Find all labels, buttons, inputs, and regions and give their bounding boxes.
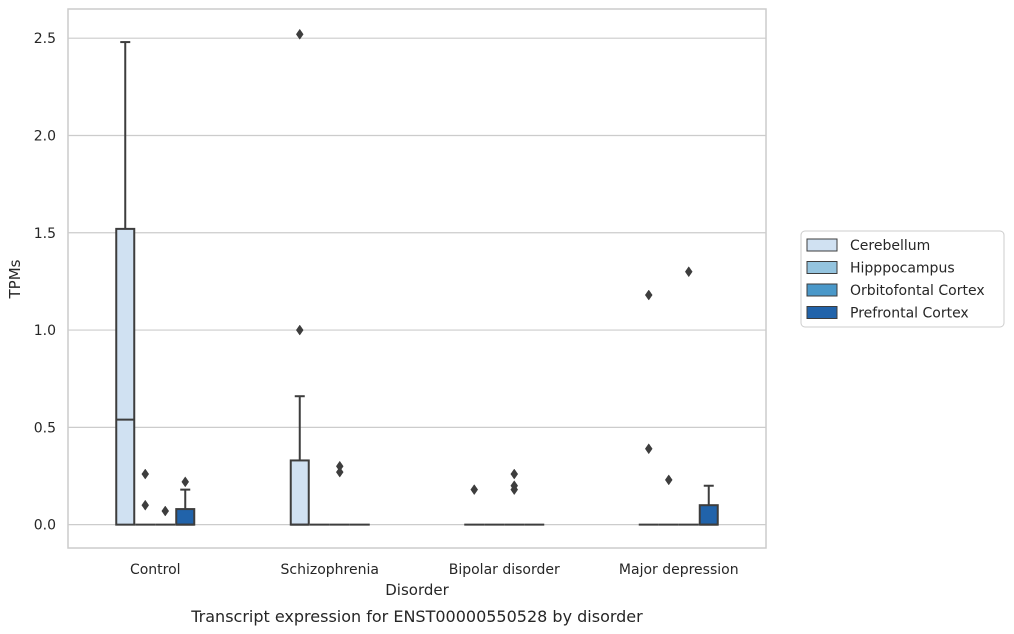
y-tick-label: 0.5 — [34, 420, 56, 436]
outlier-point — [470, 484, 479, 496]
box-3-0 — [175, 476, 196, 526]
outlier-point — [335, 466, 344, 478]
box-body — [698, 504, 719, 526]
chart-caption: Transcript expression for ENST0000055052… — [190, 607, 643, 626]
legend-swatch — [806, 306, 838, 319]
y-tick-label: 1.5 — [34, 226, 56, 242]
box-body — [115, 227, 136, 526]
box-2-1 — [329, 460, 350, 526]
outlier-point — [141, 499, 150, 511]
outlier-point — [664, 474, 673, 486]
outlier-point — [510, 480, 519, 492]
legend-label: Hipppocampus — [850, 261, 955, 277]
x-tick-label: Control — [130, 562, 181, 578]
box-body — [289, 459, 310, 526]
outlier-point — [335, 460, 344, 472]
outlier-point — [161, 505, 170, 517]
y-tick-label: 2.5 — [34, 31, 56, 47]
legend-label: Orbitofontal Cortex — [850, 283, 985, 299]
y-axis-label: TPMs — [6, 259, 24, 299]
outlier-point — [295, 324, 304, 336]
plot-frame — [67, 8, 767, 549]
outlier-point — [295, 28, 304, 40]
y-tick-labels: 0.0 0.5 1.0 1.5 2.0 2.5 — [34, 31, 56, 533]
x-tick-label: Schizophrenia — [281, 562, 379, 578]
box-body — [175, 508, 196, 526]
legend-swatch — [806, 261, 838, 274]
y-tick-label: 2.0 — [34, 128, 56, 144]
x-tick-label: Bipolar disorder — [449, 562, 560, 578]
box-1-3 — [658, 474, 679, 526]
box-2-0 — [155, 505, 176, 526]
outlier-point — [644, 289, 653, 301]
legend-label: Prefrontal Cortex — [850, 306, 969, 322]
plot-background — [68, 9, 766, 548]
box-2-3 — [678, 266, 699, 526]
box-0-3 — [638, 289, 659, 526]
box-2-2 — [504, 468, 525, 526]
boxes-layer — [115, 28, 719, 526]
box-0-0 — [115, 41, 136, 526]
outlier-point — [181, 476, 190, 488]
box-1-0 — [135, 468, 156, 526]
x-tick-labels: Control Schizophrenia Bipolar disorder Majo… — [130, 562, 739, 578]
outlier-point — [141, 468, 150, 480]
legend-swatch — [806, 238, 838, 252]
outlier-point — [510, 468, 519, 480]
box-3-3 — [698, 484, 719, 526]
legend: Cerebellum Hipppocampus Orbitofontal Corte… — [800, 230, 1005, 328]
box-0-2 — [464, 484, 485, 526]
outlier-point — [684, 266, 693, 278]
y-tick-label: 0.0 — [34, 518, 56, 534]
box-0-1 — [289, 28, 310, 526]
outlier-point — [644, 443, 653, 455]
legend-frame — [800, 230, 1005, 328]
x-axis-label: Disorder — [385, 581, 449, 599]
y-tick-label: 1.0 — [34, 323, 56, 339]
x-tick-label: Major depression — [619, 562, 739, 578]
legend-label: Cerebellum — [850, 238, 930, 254]
legend-swatch — [806, 283, 838, 297]
